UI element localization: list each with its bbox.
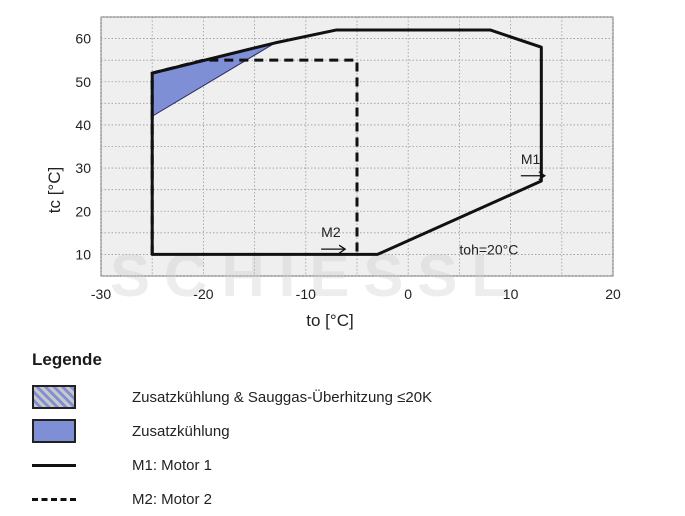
legend-rows: Zusatzkühlung & Sauggas-Überhitzung ≤20K…	[32, 380, 632, 516]
x-axis-label: to [°C]	[306, 311, 353, 330]
legend-label: Zusatzkühlung & Sauggas-Überhitzung ≤20K	[132, 388, 433, 406]
legend-swatch-hatch	[32, 385, 76, 409]
y-axis-label: tc [°C]	[45, 167, 64, 213]
x-tick-label: 10	[503, 286, 519, 302]
legend: Legende Zusatzkühlung & Sauggas-Überhitz…	[32, 350, 632, 516]
y-tick-label: 20	[75, 203, 91, 219]
x-tick-label: -30	[91, 286, 111, 302]
legend-item: M1: Motor 1	[32, 448, 632, 482]
y-tick-label: 40	[75, 117, 91, 133]
annotation-label: M1	[521, 151, 541, 167]
x-tick-label: -10	[296, 286, 316, 302]
legend-title: Legende	[32, 350, 102, 369]
x-tick-label: 20	[605, 286, 621, 302]
y-tick-label: 10	[75, 246, 91, 262]
legend-item: Zusatzkühlung & Sauggas-Überhitzung ≤20K	[32, 380, 632, 414]
legend-label: M2: Motor 2	[132, 490, 213, 508]
arrow-head-icon	[338, 244, 347, 254]
y-tick-label: 50	[75, 74, 91, 90]
series-m2-line	[150, 58, 359, 255]
y-tick-label: 60	[75, 31, 91, 47]
y-tick-label: 30	[75, 160, 91, 176]
arrow-head-icon	[538, 171, 547, 181]
legend-swatch-dashed	[32, 497, 76, 501]
legend-label: M1: Motor 1	[132, 456, 213, 474]
legend-swatch-blue	[32, 419, 76, 443]
annotation-toh: toh=20°C	[459, 241, 518, 257]
tick-layer: -30 -20 -10 0 10 20 10 20 30 40 50 60	[75, 31, 621, 302]
x-tick-label: 0	[404, 286, 412, 302]
legend-swatch-solid	[32, 463, 76, 467]
legend-item: Zusatzkühlung	[32, 414, 632, 448]
x-tick-label: -20	[193, 286, 213, 302]
annotation-layer: M1 M2 toh=20°C	[321, 151, 547, 257]
annotation-label: M2	[321, 224, 341, 240]
series-m1-line	[150, 28, 543, 256]
legend-label: Zusatzkühlung	[132, 422, 230, 440]
series-layer	[150, 28, 543, 256]
legend-item: M2: Motor 2	[32, 482, 632, 516]
